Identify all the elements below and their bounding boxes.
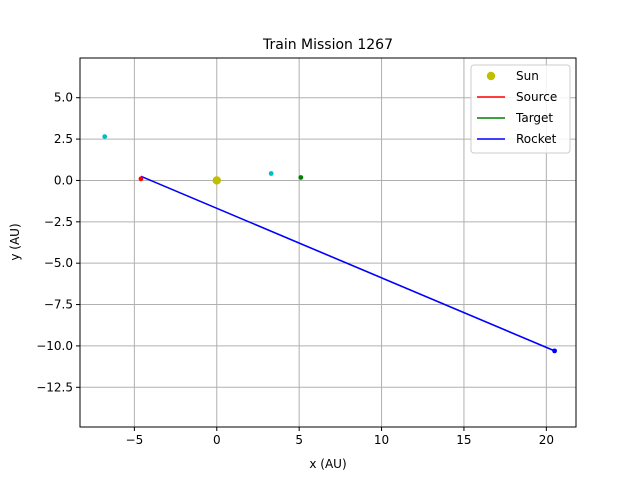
body-point [268,171,274,176]
body-point [102,134,108,139]
y-tick-label: 2.5 [54,132,73,146]
x-tick-label: 0 [213,433,221,447]
y-tick-label: −12.5 [36,380,73,394]
body-point [552,348,557,354]
plot-elements [102,134,557,354]
legend: Sun Source Target Rocket [470,64,571,154]
legend-label-target: Target [515,111,553,125]
legend-marker-sun [486,71,496,81]
sun-marker [212,176,221,185]
x-tick-label: 20 [539,433,554,447]
plot-frame [79,57,577,428]
legend-label-source: Source [516,90,557,104]
y-tick-label: 5.0 [54,91,73,105]
x-tick-label: 15 [456,433,471,447]
body-point [138,176,144,182]
legend-label-rocket: Rocket [516,132,557,146]
y-tick-label: −10.0 [36,339,73,353]
chart-title: Train Mission 1267 [262,37,393,53]
body-point [298,175,304,180]
y-tick-label: −7.5 [44,298,73,312]
ticks: −5 0 5 10 15 20 5.0 2.5 0.0 −2.5 −5.0 −7.5 −10.0 −12.… [36,91,554,447]
y-tick-label: −5.0 [44,256,73,270]
y-axis-label: y (AU) [8,223,22,260]
x-tick-label: 5 [295,433,303,447]
y-tick-label: 0.0 [54,173,73,187]
x-tick-label: −5 [126,433,144,447]
x-tick-label: 10 [374,433,389,447]
x-axis-label: x (AU) [309,457,346,471]
series-line-rocket [140,175,555,352]
y-tick-label: −2.5 [44,215,73,229]
legend-box [470,64,571,154]
legend-label-sun: Sun [516,69,539,83]
